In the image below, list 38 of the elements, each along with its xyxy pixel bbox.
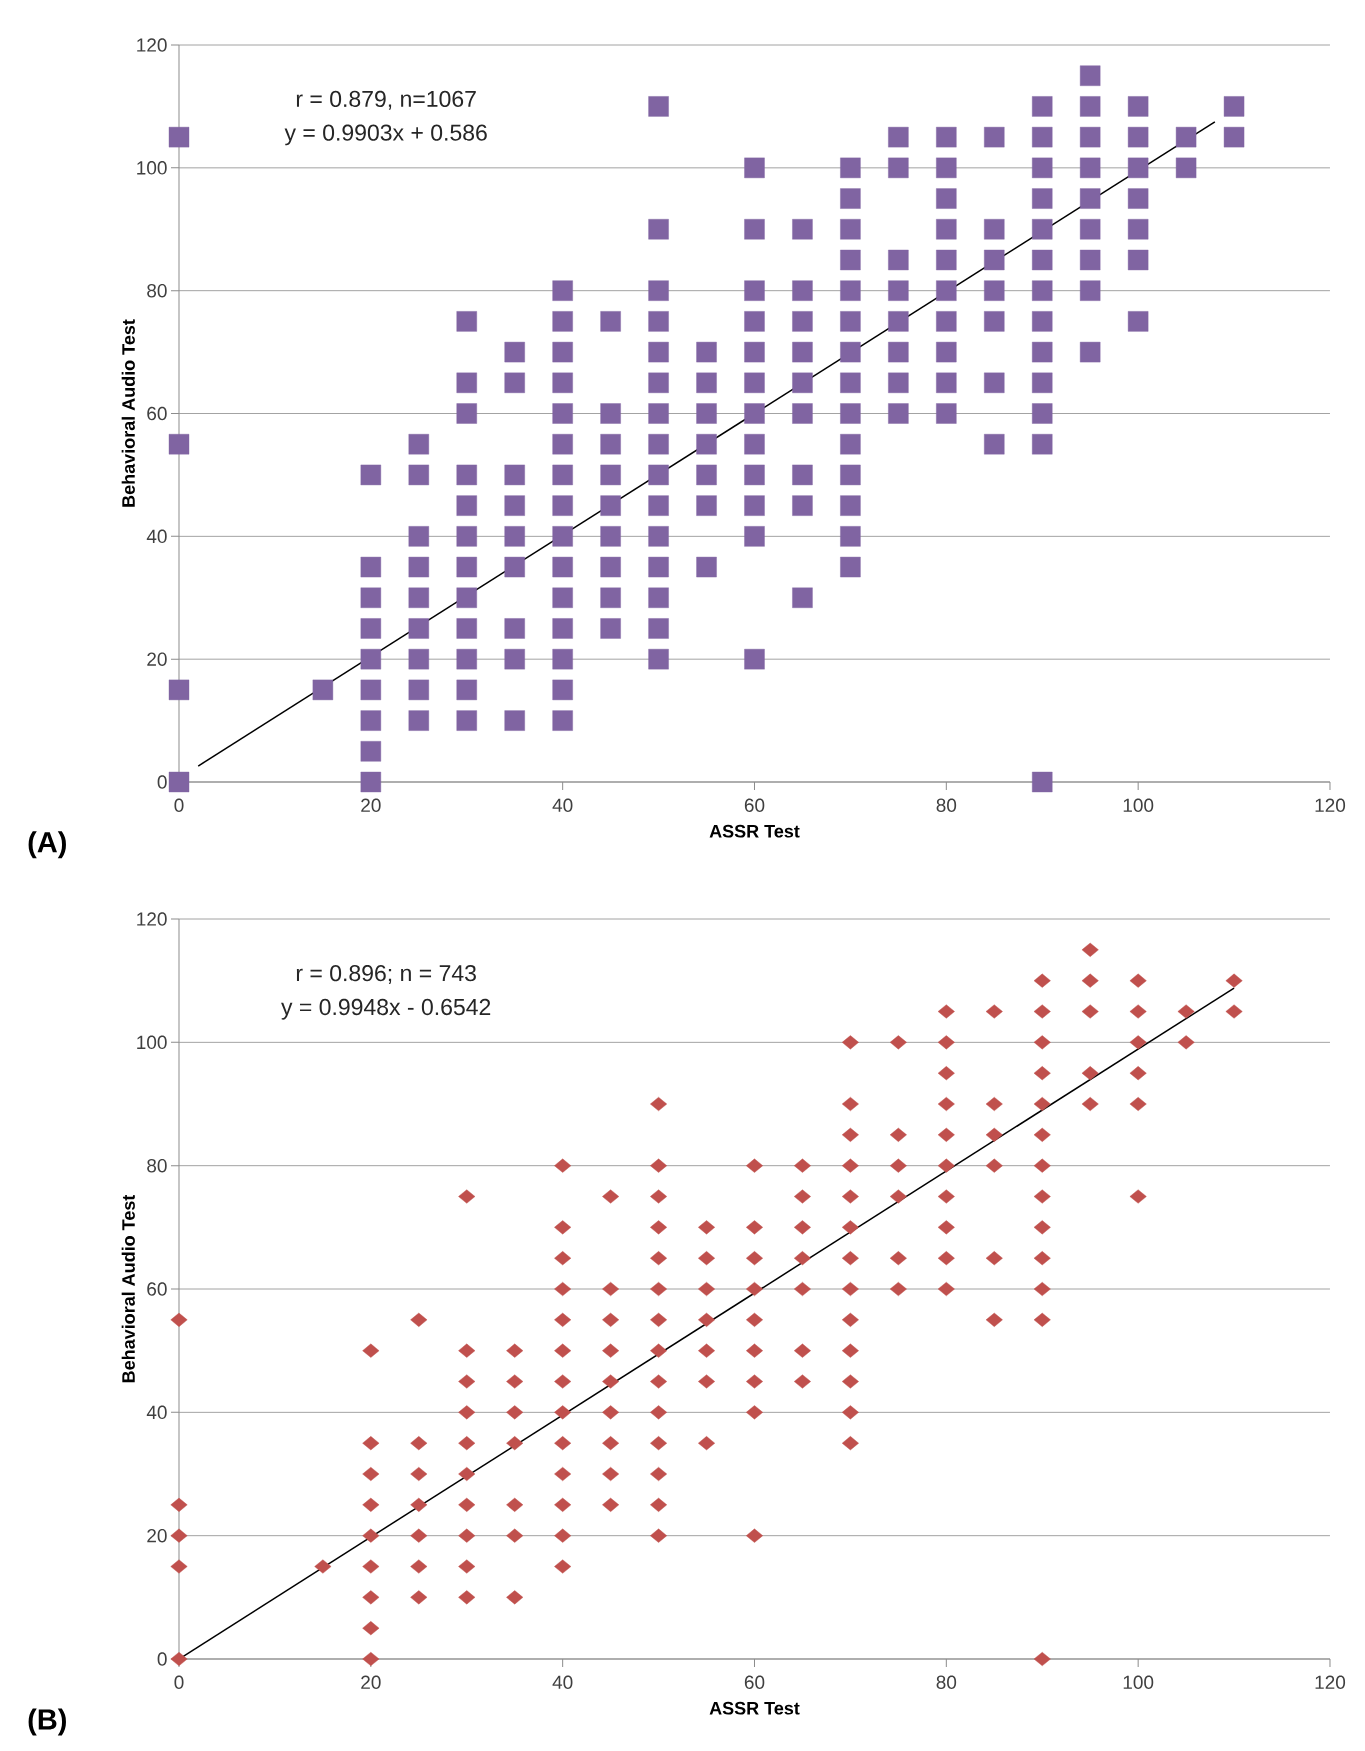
annotation: y = 0.9903x + 0.586 bbox=[284, 124, 487, 146]
y-tick-label: 40 bbox=[146, 1405, 167, 1420]
x-tick-label: 20 bbox=[361, 1675, 381, 1689]
x-axis-title: ASSR Test bbox=[709, 1701, 800, 1715]
x-tick-label: 100 bbox=[1123, 798, 1154, 812]
annotation: r = 0.879, n=1067 bbox=[296, 90, 476, 110]
y-tick-label: 100 bbox=[137, 161, 167, 175]
y-tick-label: 120 bbox=[137, 38, 167, 52]
y-tick-label: 60 bbox=[147, 406, 167, 421]
y-tick-label: 20 bbox=[147, 652, 167, 666]
y-tick-label: 120 bbox=[137, 912, 167, 926]
y-tick-label: 60 bbox=[147, 1282, 167, 1296]
annotation: y = 0.9948x - 0.6542 bbox=[281, 998, 491, 1020]
x-tick-label: 0 bbox=[174, 798, 184, 812]
text: (A) bbox=[28, 831, 66, 859]
y-tick-label: 100 bbox=[137, 1035, 167, 1050]
annotation: r = 0.896; n = 743 bbox=[296, 965, 476, 985]
text: (B) bbox=[28, 1708, 66, 1736]
x-tick-label: 120 bbox=[1315, 798, 1346, 812]
x-tick-label: 100 bbox=[1123, 1675, 1154, 1689]
y-tick-label: 40 bbox=[146, 529, 167, 544]
y-tick-label: 0 bbox=[157, 775, 167, 789]
y-tick-label: 80 bbox=[147, 1158, 167, 1173]
x-axis-title: ASSR Test bbox=[709, 824, 800, 838]
y-tick-label: 80 bbox=[147, 283, 167, 298]
x-tick-label: 60 bbox=[744, 798, 765, 812]
x-tick-label: 0 bbox=[174, 1675, 184, 1689]
x-tick-label: 40 bbox=[552, 1675, 573, 1689]
x-tick-label: 120 bbox=[1315, 1675, 1346, 1689]
x-tick-label: 20 bbox=[361, 798, 381, 812]
x-tick-label: 40 bbox=[552, 798, 573, 812]
y-tick-label: 0 bbox=[157, 1652, 167, 1666]
y-axis-title: Behavioral Audio Test bbox=[121, 319, 135, 507]
x-tick-label: 60 bbox=[744, 1675, 765, 1689]
y-axis-title: Behavioral Audio Test bbox=[121, 1194, 135, 1383]
x-tick-label: 80 bbox=[936, 1675, 957, 1689]
x-tick-label: 80 bbox=[936, 798, 957, 812]
y-tick-label: 20 bbox=[147, 1528, 167, 1543]
